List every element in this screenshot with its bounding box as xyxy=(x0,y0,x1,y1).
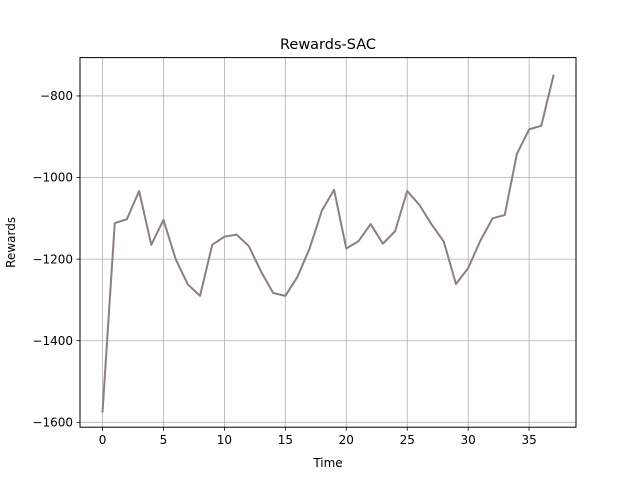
series-line xyxy=(101,74,555,413)
grid xyxy=(80,57,576,428)
plot-line xyxy=(101,74,555,413)
y-axis-label: Rewards xyxy=(4,217,18,268)
x-axis: 0 5 10 15 20 25 30 35 xyxy=(99,427,537,447)
x-tick-label: 5 xyxy=(160,433,168,447)
x-tick-label: 15 xyxy=(278,433,293,447)
x-tick-label: 35 xyxy=(521,433,536,447)
x-tick-label: 10 xyxy=(217,433,232,447)
y-tick-label: −1600 xyxy=(32,416,73,430)
y-tick-label: −1200 xyxy=(32,252,73,266)
plot-frame xyxy=(79,57,577,428)
y-tick-label: −800 xyxy=(40,89,73,103)
x-tick-label: 0 xyxy=(99,433,107,447)
x-tick-label: 20 xyxy=(339,433,354,447)
y-tick-label: −1000 xyxy=(32,171,73,185)
x-axis-label: Time xyxy=(312,456,342,470)
chart-title: Rewards-SAC xyxy=(280,37,376,53)
y-axis: −1600 −1400 −1200 −1000 −800 xyxy=(32,89,80,430)
x-tick-label: 25 xyxy=(400,433,415,447)
x-tick-label: 30 xyxy=(461,433,476,447)
y-tick-label: −1400 xyxy=(32,334,73,348)
